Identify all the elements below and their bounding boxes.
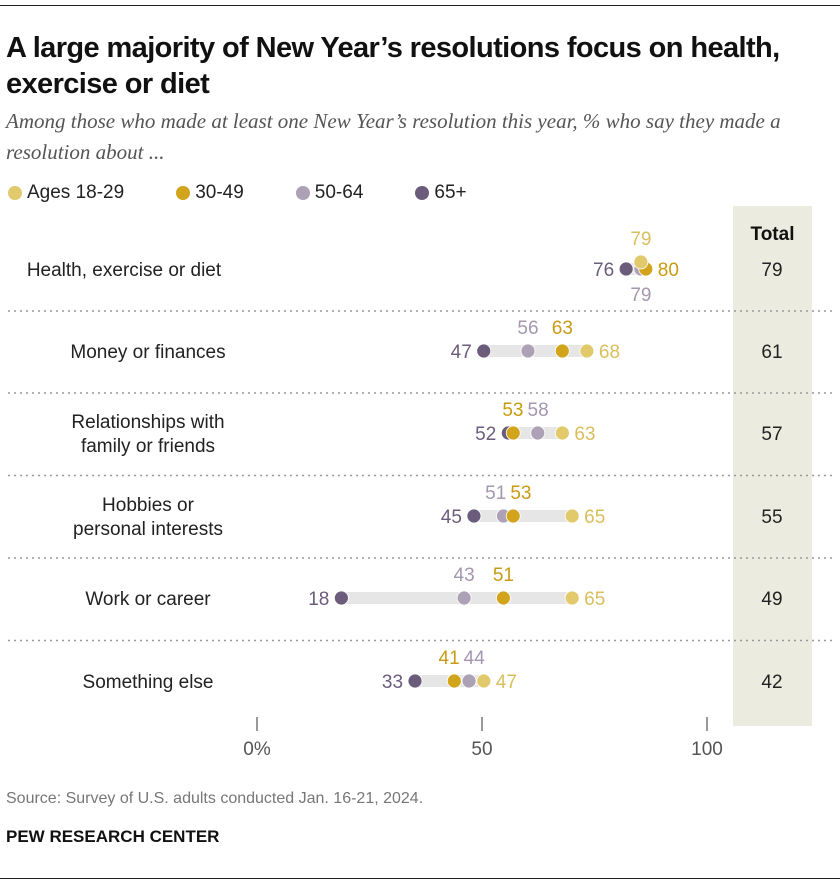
data-label: 47 bbox=[451, 342, 472, 363]
category-label: Hobbies or bbox=[102, 495, 195, 516]
data-point bbox=[554, 425, 570, 441]
legend-item: 50-64 bbox=[295, 182, 364, 204]
data-point bbox=[407, 673, 423, 689]
bottom-rule bbox=[0, 878, 840, 879]
data-point bbox=[579, 343, 595, 359]
data-label: 56 bbox=[517, 318, 538, 339]
data-label: 51 bbox=[493, 565, 514, 586]
x-tick-label: 100 bbox=[691, 739, 723, 760]
legend-swatch bbox=[415, 186, 430, 200]
data-point bbox=[618, 261, 634, 277]
category-label: family or friends bbox=[81, 436, 215, 457]
data-label: 58 bbox=[528, 400, 549, 421]
data-point bbox=[505, 508, 521, 524]
data-label: 18 bbox=[308, 589, 329, 610]
data-point bbox=[461, 673, 477, 689]
data-point bbox=[633, 254, 649, 270]
data-point bbox=[554, 343, 570, 359]
category-label: Work or career bbox=[85, 589, 211, 610]
legend-item: 65+ bbox=[415, 182, 467, 204]
category-label: Relationships with bbox=[71, 412, 224, 433]
total-value: 49 bbox=[761, 589, 782, 610]
data-point bbox=[564, 508, 580, 524]
category-label: personal interests bbox=[73, 519, 223, 540]
total-value: 79 bbox=[761, 260, 782, 281]
legend-item: 30-49 bbox=[176, 182, 244, 204]
top-rule bbox=[0, 5, 840, 6]
data-point bbox=[476, 343, 492, 359]
data-label: 33 bbox=[382, 672, 403, 693]
data-label: 44 bbox=[464, 648, 486, 669]
chart-title: A large majority of New Year’s resolutio… bbox=[6, 32, 780, 100]
data-point bbox=[456, 590, 472, 606]
legend-label: 30-49 bbox=[195, 182, 244, 203]
x-tick-label: 0% bbox=[243, 739, 271, 760]
data-label: 63 bbox=[574, 424, 595, 445]
data-point bbox=[520, 343, 536, 359]
total-header: Total bbox=[750, 224, 795, 245]
total-value: 57 bbox=[761, 424, 782, 445]
data-label: 45 bbox=[441, 507, 462, 528]
total-value: 55 bbox=[761, 507, 782, 528]
total-column bbox=[733, 206, 812, 726]
data-label: 47 bbox=[496, 672, 517, 693]
data-label: 65 bbox=[584, 507, 605, 528]
data-label: 52 bbox=[475, 424, 496, 445]
data-label: 79 bbox=[630, 285, 651, 306]
data-label: 80 bbox=[658, 260, 679, 281]
total-value: 61 bbox=[761, 342, 782, 363]
source-note: Source: Survey of U.S. adults conducted … bbox=[6, 790, 424, 807]
legend-swatch bbox=[8, 186, 22, 200]
category-label: Money or finances bbox=[70, 342, 225, 363]
legend-item: Ages 18-29 bbox=[8, 182, 124, 204]
data-label: 51 bbox=[485, 483, 506, 504]
total-value: 42 bbox=[761, 672, 782, 693]
chart-subtitle: Among those who made at least one New Ye… bbox=[6, 109, 781, 164]
data-point bbox=[333, 590, 349, 606]
data-label: 63 bbox=[552, 318, 573, 339]
data-point bbox=[564, 590, 580, 606]
chart-header: A large majority of New Year’s resolutio… bbox=[6, 30, 838, 204]
data-label: 53 bbox=[502, 400, 523, 421]
data-point bbox=[466, 508, 482, 524]
data-label: 79 bbox=[630, 229, 651, 250]
brand-logo-text: PEW RESEARCH CENTER bbox=[6, 827, 220, 846]
data-point bbox=[446, 673, 462, 689]
data-point bbox=[496, 590, 511, 606]
data-label: 41 bbox=[439, 648, 460, 669]
category-label: Something else bbox=[83, 672, 214, 693]
legend-swatch bbox=[176, 186, 191, 200]
data-point bbox=[530, 425, 546, 441]
legend-label: 50-64 bbox=[314, 182, 364, 203]
x-tick-label: 50 bbox=[471, 739, 492, 760]
data-label: 68 bbox=[599, 342, 620, 363]
legend-swatch bbox=[295, 186, 310, 200]
legend-label: 65+ bbox=[434, 182, 467, 203]
data-label: 65 bbox=[584, 589, 605, 610]
data-point bbox=[505, 425, 521, 441]
legend-label: Ages 18-29 bbox=[27, 182, 125, 203]
legend: Ages 18-29 30-49 50-64 65+ bbox=[8, 182, 838, 204]
data-label: 43 bbox=[454, 565, 475, 586]
data-label: 53 bbox=[510, 483, 531, 504]
data-point bbox=[476, 673, 492, 689]
category-label: Health, exercise or diet bbox=[27, 260, 222, 281]
data-label: 76 bbox=[593, 260, 614, 281]
